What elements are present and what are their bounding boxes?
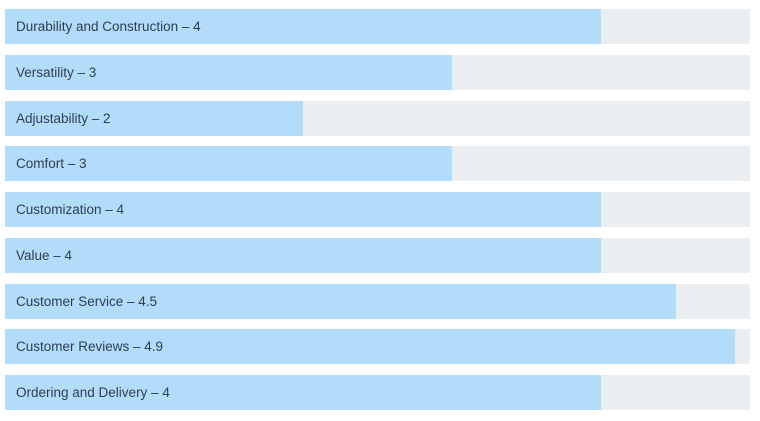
rating-bar-track: Customer Reviews – 4.9 — [5, 329, 750, 365]
rating-bar-fill — [5, 375, 601, 410]
rating-bar-label: Durability and Construction – 4 — [16, 19, 201, 34]
rating-bar-fill — [5, 146, 452, 182]
rating-bar-label: Versatility – 3 — [16, 64, 97, 80]
rating-bar-label: Customer Reviews – 4.9 — [16, 339, 164, 355]
rating-bar-fill — [5, 54, 452, 90]
rating-bar-track: Ordering and Delivery – 4 — [5, 375, 750, 410]
rating-bar-track: Customer Service – 4.5 — [5, 283, 750, 319]
rating-bar-label: Adjustability – 2 — [16, 110, 111, 126]
rating-bar-fill — [5, 100, 303, 136]
rating-bar-fill — [5, 283, 676, 319]
rating-bar-track: Versatility – 3 — [5, 54, 750, 90]
rating-bar-fill — [5, 9, 601, 44]
rating-bar-track: Comfort – 3 — [5, 146, 750, 182]
rating-bar-label: Customer Service – 4.5 — [16, 293, 158, 309]
rating-bar-label: Comfort – 3 — [16, 156, 87, 172]
rating-bar-label: Ordering and Delivery – 4 — [16, 385, 170, 400]
rating-bar-fill — [5, 329, 736, 365]
rating-bar-track: Value – 4 — [5, 237, 750, 273]
rating-bar-track: Adjustability – 2 — [5, 100, 750, 136]
rating-bar-label: Value – 4 — [16, 247, 73, 263]
rating-bar-fill — [5, 192, 601, 227]
rating-bar-track: Customization – 4 — [5, 192, 750, 227]
rating-bar-fill — [5, 237, 601, 273]
rating-bar-label: Customization – 4 — [16, 202, 125, 217]
rating-bars: Durability and Construction – 4 Versatili… — [5, 9, 750, 421]
rating-bar-track: Durability and Construction – 4 — [5, 9, 750, 44]
